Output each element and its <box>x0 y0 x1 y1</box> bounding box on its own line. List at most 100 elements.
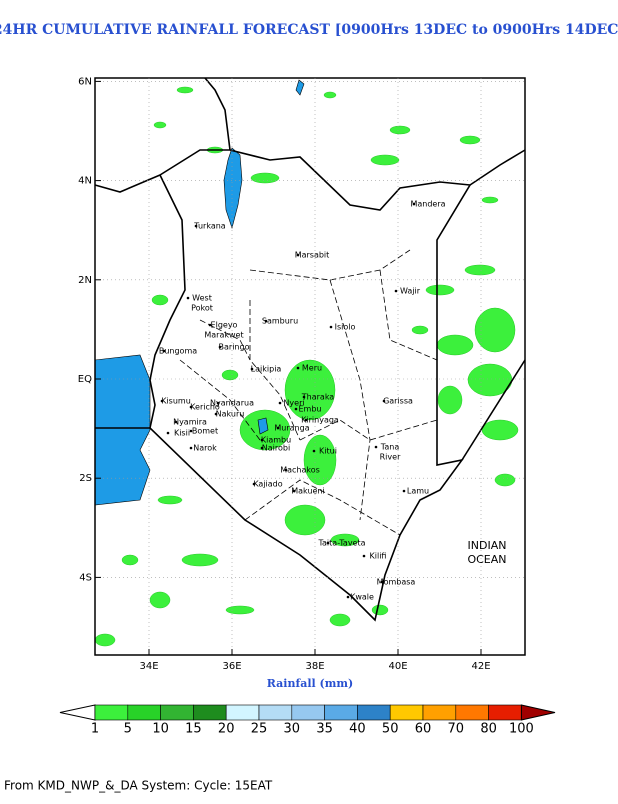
town-dot <box>326 541 330 545</box>
colorbar-label: 20 <box>218 722 235 737</box>
town-dot <box>260 438 264 442</box>
place-label: Samburu <box>262 317 298 326</box>
place-label: Kericho <box>190 403 220 412</box>
place-label: Bungoma <box>159 347 197 356</box>
grid: 6N 4N 2N EQ 2S 4S 34E 36E 38E 40E 42E <box>78 76 525 672</box>
town-dot <box>362 554 366 558</box>
town-dot <box>252 482 256 486</box>
colorbar-box <box>193 704 227 721</box>
place-label: Mandera <box>410 200 445 209</box>
colorbar-label: 70 <box>448 722 465 737</box>
place-label: Marsabit <box>295 251 330 260</box>
town-dot <box>208 323 212 327</box>
town-dot <box>162 349 166 353</box>
colorbar-label: 5 <box>124 722 132 737</box>
colorbar-box <box>324 704 358 721</box>
town-dot <box>302 395 306 399</box>
place-label: Machakos <box>280 466 320 475</box>
colorbar-label: 10 <box>152 722 169 737</box>
place-label: Laikipia <box>251 365 282 374</box>
place-label: Kwale <box>350 593 374 602</box>
place-label: Kilifi <box>370 552 387 561</box>
place-label: Kisumu <box>161 397 191 406</box>
colorbar-label: 15 <box>185 722 202 737</box>
colorbar-box <box>94 704 129 721</box>
town-dot <box>346 595 350 599</box>
place-label: Lamu <box>407 487 429 496</box>
place-label: Bomet <box>192 427 218 436</box>
town-dot <box>264 319 268 323</box>
place-label: Nyeri <box>283 399 304 408</box>
lat-tick-label: 4N <box>78 176 92 187</box>
town-dot <box>382 399 386 403</box>
colorbar-label: 25 <box>251 722 268 737</box>
colorbar-box <box>488 704 522 721</box>
lat-tick-label: 4S <box>79 572 92 583</box>
county-lines <box>179 249 438 536</box>
town-dot <box>194 224 198 228</box>
place-label: Mombasa <box>377 578 416 587</box>
town-dot <box>250 367 254 371</box>
lat-tick-label: EQ <box>78 374 92 385</box>
town-dot <box>374 445 378 449</box>
borders <box>94 77 526 622</box>
colorbar-label: 1 <box>91 722 99 737</box>
colorbar-label: 60 <box>415 722 432 737</box>
place-label: Kitui <box>319 447 337 456</box>
colorbar-label: 50 <box>382 722 399 737</box>
town-dot <box>166 431 170 435</box>
place-label: Wajir <box>400 287 421 296</box>
colorbar-label: 80 <box>480 722 497 737</box>
sea-label: INDIAN <box>468 539 507 552</box>
legend-title: Rainfall (mm) <box>267 677 353 690</box>
town-dot <box>189 405 193 409</box>
colorbar-box <box>357 704 391 721</box>
town-dot <box>380 580 384 584</box>
lon-tick-label: 40E <box>388 661 407 672</box>
place-label: Muranga <box>274 424 309 433</box>
colorbar-label: 35 <box>316 722 333 737</box>
colorbar-box <box>160 704 194 721</box>
colorbar-box <box>258 704 293 721</box>
place-label: Kajiado <box>253 480 282 489</box>
colorbar-box <box>422 704 457 721</box>
water <box>94 79 305 506</box>
colorbar-label: 30 <box>284 722 301 737</box>
footer: From KMD_NWP_&_DA System: Cycle: 15EAT <box>4 779 273 793</box>
town-dot <box>174 420 178 424</box>
town-dot <box>294 407 298 411</box>
plot-frame <box>94 77 526 656</box>
town-dot <box>312 449 316 453</box>
lat-tick-label: 6N <box>78 76 92 87</box>
place-label: Isiolo <box>335 323 356 332</box>
town-dot <box>216 401 220 405</box>
place-label: Baringo <box>219 343 250 352</box>
place-label: Garissa <box>383 397 413 406</box>
lon-tick-label: 42E <box>471 661 490 672</box>
town-dot <box>260 446 264 450</box>
town-dot <box>160 399 164 403</box>
place-label: Embu <box>299 405 322 414</box>
place-label: Marakwet <box>204 331 243 340</box>
place-label: Kiambu <box>261 436 291 445</box>
place-label: Pokot <box>191 304 213 313</box>
place-label: Turkana <box>193 222 225 231</box>
colorbar-under <box>59 704 96 721</box>
colorbar-box <box>389 704 424 721</box>
lat-tick-label: 2N <box>78 275 92 286</box>
town-dot <box>296 253 300 257</box>
colorbar: 1 5 10 15 20 25 30 35 40 50 60 70 80 100 <box>59 704 556 737</box>
place-label: Nyandarua <box>210 399 254 408</box>
lon-tick-label: 38E <box>305 661 324 672</box>
title: 24HR CUMULATIVE RAINFALL FORECAST [0900H… <box>0 22 618 38</box>
lon-tick-label: 34E <box>139 661 158 672</box>
place-label: West <box>192 294 212 303</box>
town-dot <box>276 426 280 430</box>
town-dot <box>394 289 398 293</box>
town-dot <box>292 489 296 493</box>
place-label: Nakuru <box>216 410 245 419</box>
place-label: Nyamira <box>173 418 207 427</box>
